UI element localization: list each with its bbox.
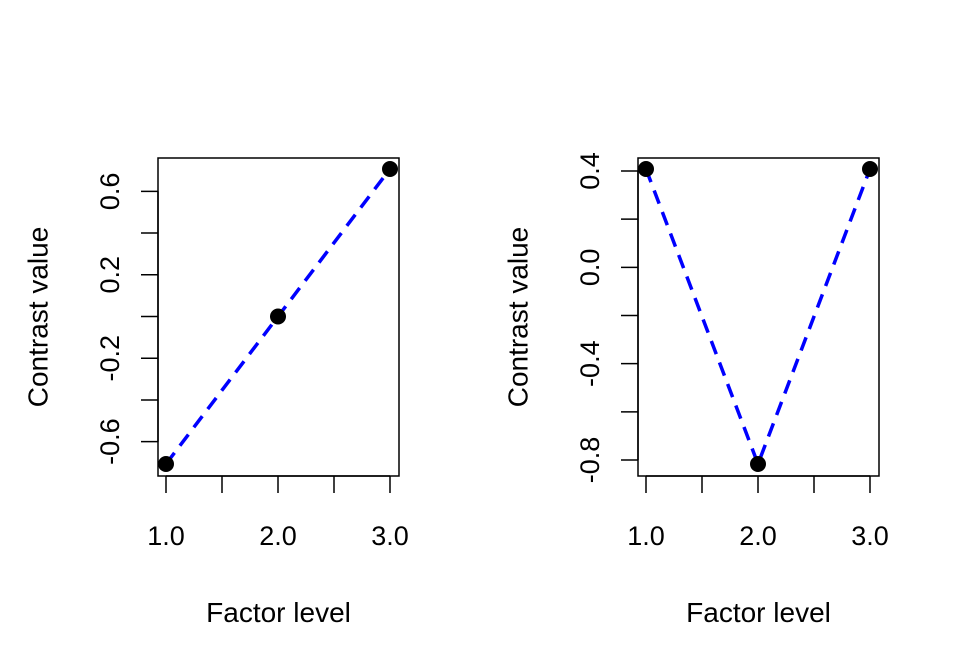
series-line [644, 168, 872, 466]
data-point [158, 456, 174, 472]
x-tick-label: 1.0 [627, 521, 665, 551]
chart-panel-2: 1.0 2.0 3.0 -0.8 -0.4 0.0 0.4 Factor level Contr… [503, 152, 889, 628]
x-axis-title: Factor level [686, 597, 831, 628]
x-tick-label: 3.0 [371, 521, 409, 551]
x-tick-label: 2.0 [259, 521, 297, 551]
chart-panel-1: 1.0 2.0 3.0 -0.6 -0.2 0.2 0.6 Factor level Contr… [23, 157, 409, 628]
x-tick-label: 1.0 [147, 521, 185, 551]
data-point [382, 161, 398, 177]
x-tick-label: 2.0 [739, 521, 777, 551]
y-tick-label: 0.6 [95, 173, 125, 211]
x-tick-label: 3.0 [851, 521, 889, 551]
y-tick-label: 0.4 [575, 152, 605, 190]
data-point [270, 308, 286, 325]
y-tick-label: -0.4 [575, 340, 605, 387]
y-axis-title: Contrast value [503, 227, 534, 408]
data-point [862, 161, 878, 177]
data-point [750, 456, 766, 472]
plot-frame [637, 157, 880, 477]
y-tick-label: -0.2 [95, 335, 125, 382]
y-tick-label: 0.2 [95, 256, 125, 294]
data-point [638, 161, 654, 177]
x-axis-title: Factor level [206, 597, 351, 628]
y-axis-title: Contrast value [23, 227, 54, 408]
y-tick-label: -0.6 [95, 418, 125, 465]
y-tick-label: 0.0 [575, 249, 605, 287]
y-tick-label: -0.8 [575, 437, 605, 484]
